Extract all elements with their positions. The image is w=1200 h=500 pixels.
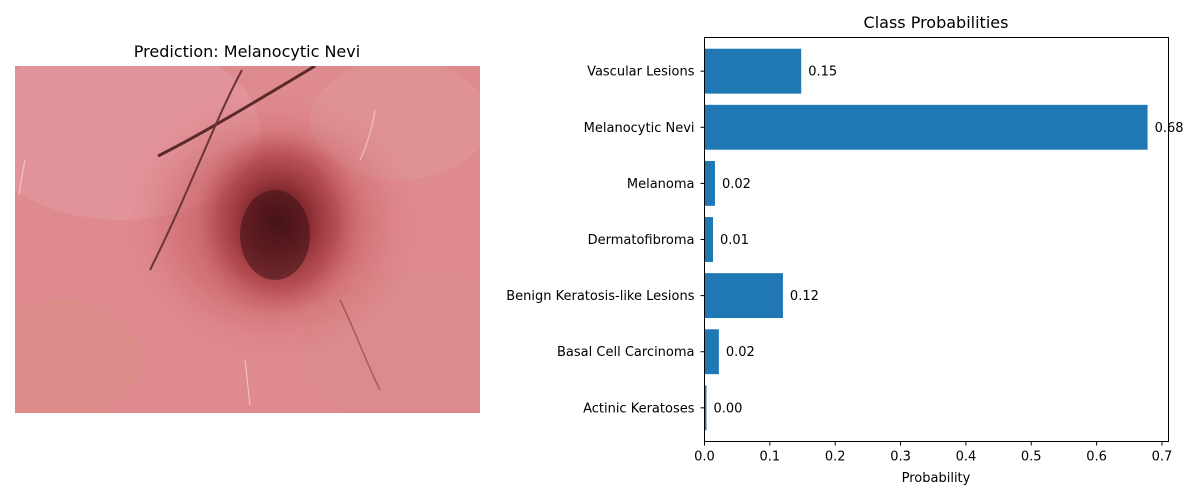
x-tick-label: 0.5 (1021, 450, 1042, 465)
y-tick-label: Dermatofibroma (588, 233, 695, 248)
bar-value-label: 0.02 (722, 177, 751, 192)
chart-title: Class Probabilities (864, 13, 1009, 32)
plot-area: 0.00 Actinic Keratoses 0.02 Basal Cell Carc… (506, 48, 1184, 465)
x-tick-label: 0.7 (1152, 450, 1173, 465)
bar (704, 217, 713, 262)
y-tick-label: Basal Cell Carcinoma (557, 345, 694, 360)
x-tick-label: 0.4 (956, 450, 977, 465)
x-axis-label: Probability (902, 471, 971, 486)
bar (704, 48, 802, 94)
x-tick-label: 0.0 (694, 450, 715, 465)
left-panel-title: Prediction: Melanocytic Nevi (134, 42, 360, 61)
x-tick-label: 0.2 (825, 450, 846, 465)
bar-value-label: 0.02 (726, 345, 755, 360)
y-tick-label: Vascular Lesions (587, 65, 695, 80)
bar-value-label: 0.68 (1155, 121, 1184, 136)
x-tick-label: 0.1 (760, 450, 781, 465)
y-tick-label: Melanocytic Nevi (584, 121, 695, 136)
y-tick-label: Actinic Keratoses (583, 401, 695, 416)
dermoscopy-image (15, 66, 480, 413)
plot-frame (704, 37, 1169, 442)
bar (704, 385, 707, 431)
bar (704, 160, 715, 206)
bar (704, 104, 1148, 150)
x-tick-label: 0.6 (1086, 450, 1107, 465)
bar (704, 329, 719, 375)
bar-value-label: 0.01 (720, 233, 749, 248)
bar-value-label: 0.12 (790, 289, 819, 304)
x-tick-label: 0.3 (890, 450, 911, 465)
y-tick-label: Melanoma (627, 177, 695, 192)
bar-value-label: 0.15 (808, 65, 837, 80)
y-tick-label: Benign Keratosis-like Lesions (506, 289, 694, 304)
bar (704, 273, 783, 319)
bar-value-label: 0.00 (713, 401, 742, 416)
